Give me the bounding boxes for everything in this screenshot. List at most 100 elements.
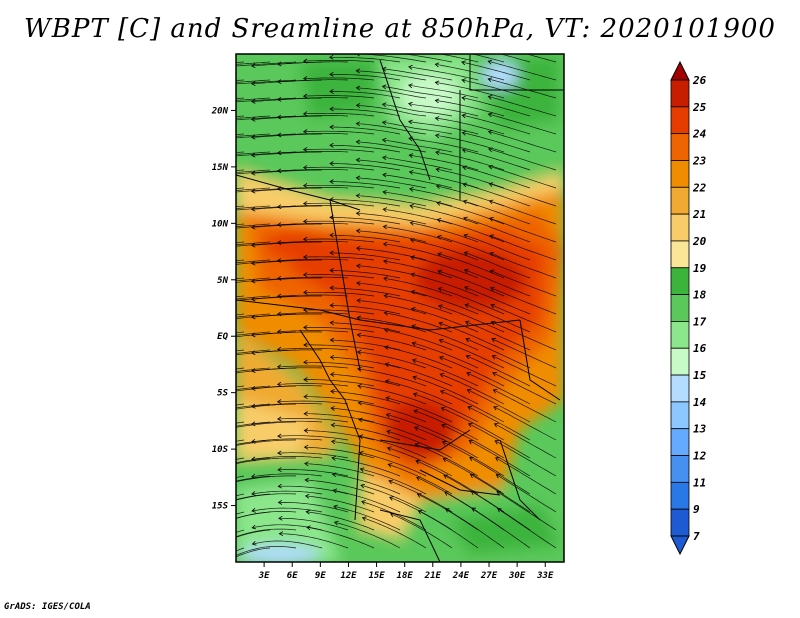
streamline — [384, 312, 453, 333]
colorbar-segment — [670, 508, 690, 537]
streamline — [236, 205, 271, 209]
streamline — [277, 312, 349, 315]
streamline-arrow — [276, 399, 282, 404]
streamline-arrow — [229, 207, 233, 211]
streamline — [435, 134, 505, 153]
streamline — [357, 351, 427, 369]
streamline-arrow — [496, 491, 502, 496]
streamline-arrow — [229, 462, 233, 466]
streamline — [469, 440, 531, 477]
streamline-arrow — [250, 350, 256, 356]
streamline-arrow — [487, 59, 493, 65]
streamline — [496, 474, 557, 513]
streamline — [493, 406, 557, 441]
streamline — [356, 141, 427, 153]
streamline — [413, 410, 479, 441]
streamline-arrow — [229, 335, 233, 339]
streamline-arrow — [410, 289, 416, 295]
colorbar-label: 20 — [692, 235, 707, 248]
streamline — [277, 365, 349, 369]
streamline-arrow — [355, 211, 361, 216]
streamline — [236, 439, 245, 442]
streamline — [385, 363, 453, 387]
streamline-arrow — [463, 233, 469, 239]
streamline — [236, 546, 297, 556]
streamline-arrow — [250, 188, 256, 194]
streamline-arrow — [229, 243, 233, 247]
streamline-arrow — [441, 440, 447, 446]
streamline — [382, 68, 453, 81]
streamline-arrow — [276, 346, 282, 352]
streamline — [236, 241, 271, 246]
country-borders — [236, 55, 564, 562]
streamline-arrow — [355, 68, 360, 74]
streamline — [277, 133, 349, 136]
streamline-arrow — [228, 331, 232, 335]
streamline — [251, 507, 323, 513]
lon-label: 18E — [397, 571, 414, 581]
streamline-arrow — [413, 409, 419, 414]
streamline-arrow — [487, 95, 493, 100]
streamline — [305, 479, 375, 495]
streamline-arrow — [329, 337, 335, 343]
streamline-arrow — [230, 556, 234, 560]
streamline-arrow — [276, 132, 282, 138]
streamline-arrow — [382, 172, 387, 178]
streamline-arrow — [277, 499, 283, 505]
streamline-arrow — [361, 500, 366, 505]
streamline-arrow — [229, 118, 233, 122]
streamline — [357, 368, 427, 387]
streamline-arrow — [471, 507, 477, 512]
streamline-arrow — [464, 303, 470, 308]
streamline — [236, 475, 297, 483]
streamline-arrow — [329, 124, 334, 130]
streamline — [251, 367, 323, 372]
lat-label: 20N — [211, 106, 229, 116]
streamline — [236, 331, 271, 336]
streamline — [408, 137, 479, 153]
streamline — [435, 100, 505, 117]
streamline-arrow — [436, 217, 442, 223]
streamline-arrow — [434, 98, 440, 104]
streamline-arrow — [329, 54, 334, 60]
streamline-arrow — [229, 117, 233, 121]
streamline-arrow — [461, 78, 466, 83]
streamline-arrow — [228, 61, 232, 65]
streamline — [236, 79, 271, 83]
streamline-arrow — [303, 444, 309, 450]
streamline — [467, 406, 531, 441]
streamline — [488, 78, 557, 99]
streamline-arrow — [330, 422, 336, 428]
streamline-arrow — [303, 394, 308, 400]
streamline — [330, 108, 401, 117]
streamline-arrow — [250, 314, 256, 320]
streamline — [488, 131, 557, 153]
streamline-arrow — [304, 493, 310, 499]
streamline-arrow — [409, 238, 415, 243]
streamline — [277, 418, 349, 423]
streamline-arrow — [329, 142, 334, 148]
streamline-arrow — [250, 134, 256, 140]
streamline-arrow — [230, 537, 234, 541]
streamline — [409, 171, 479, 189]
streamline — [304, 463, 375, 477]
streamline — [333, 505, 401, 531]
streamline-arrow — [303, 342, 308, 348]
streamline — [329, 217, 401, 225]
streamline — [386, 430, 453, 459]
streamline-arrow — [329, 89, 334, 94]
streamline — [236, 511, 297, 519]
streamline-arrow — [278, 531, 284, 537]
streamline — [304, 430, 375, 441]
streamline-arrow — [355, 193, 361, 199]
streamline-arrow — [469, 456, 474, 462]
streamline — [356, 282, 427, 297]
streamline — [383, 208, 453, 225]
streamline-arrow — [229, 82, 233, 86]
streamline — [491, 321, 557, 351]
streamline-arrow — [228, 386, 232, 390]
streamline — [236, 169, 245, 171]
streamline — [383, 260, 453, 279]
streamline-arrow — [356, 349, 362, 355]
streamline-arrow — [229, 426, 233, 430]
